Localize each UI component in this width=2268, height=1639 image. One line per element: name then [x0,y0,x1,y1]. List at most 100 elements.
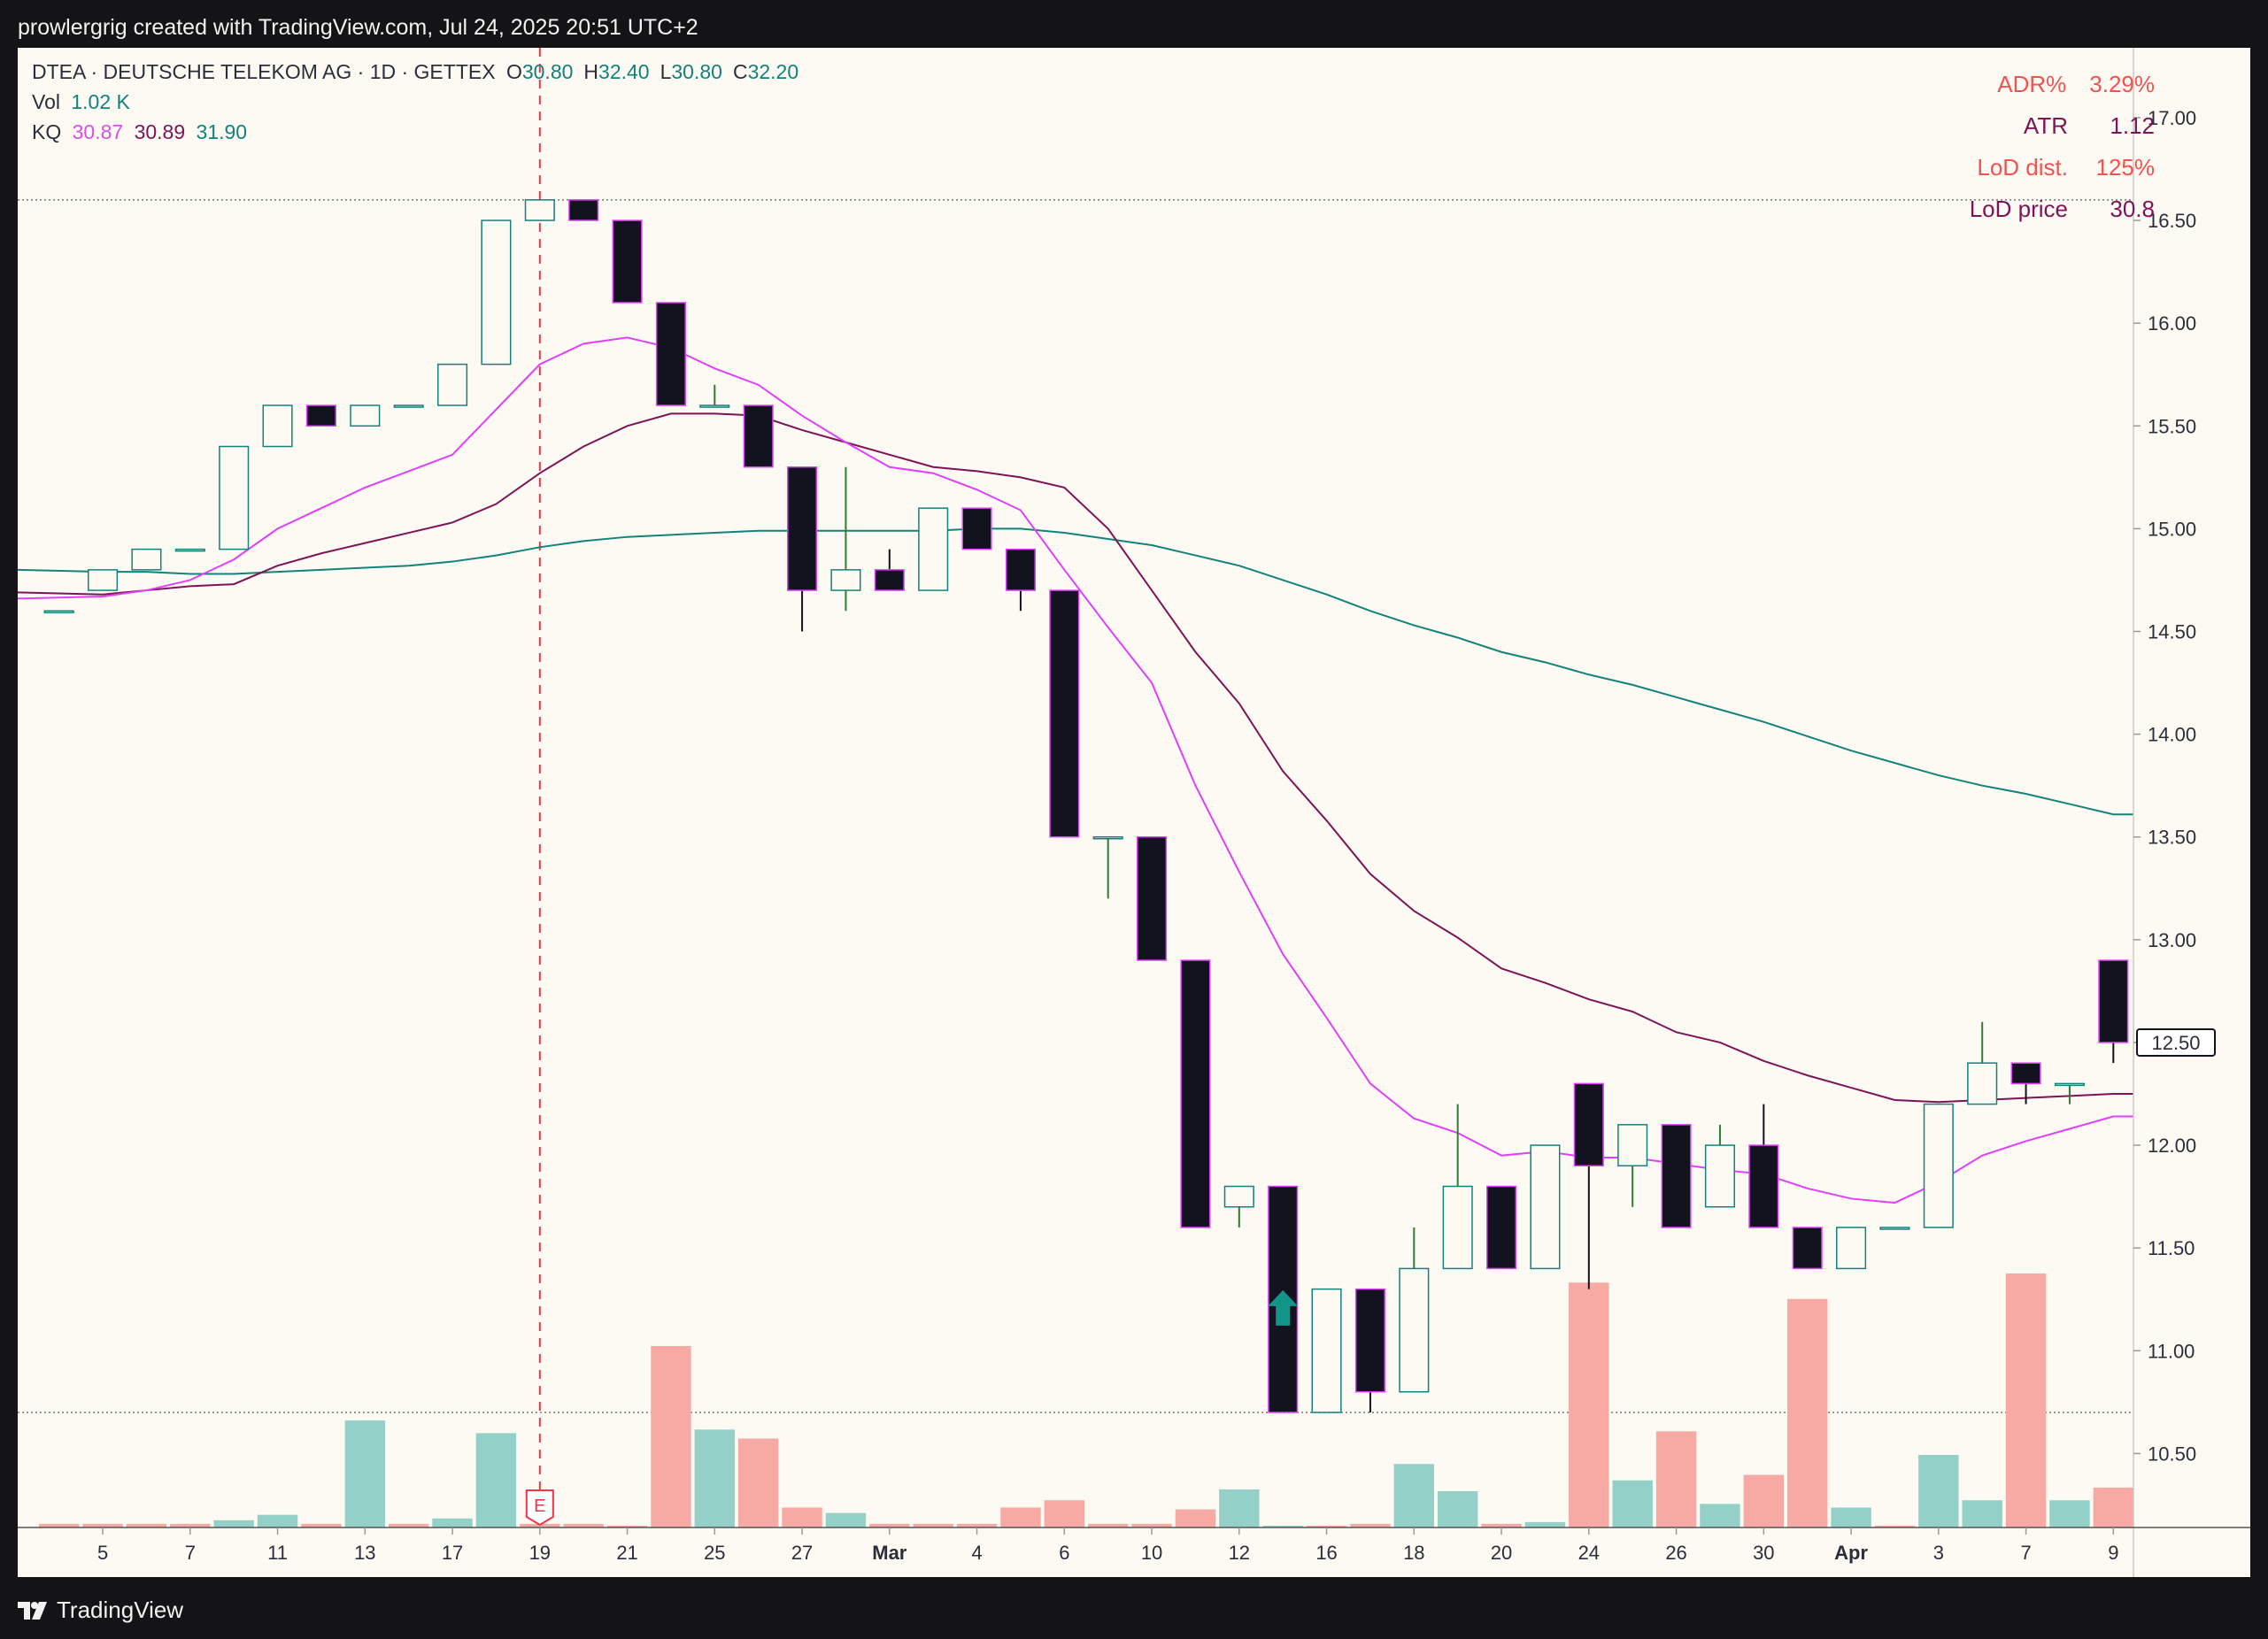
time-tick-label: 3 [1933,1542,1944,1564]
price-tick-label: 13.50 [2148,827,2196,849]
stats-label: LoD price [1969,196,2068,222]
time-tick-label: 12 [1229,1542,1250,1564]
time-tick-label: 17 [442,1542,463,1564]
kq-value-fast: 30.87 [72,120,124,143]
volume-bar [563,1523,604,1527]
earnings-badge[interactable]: E [525,1489,554,1527]
volume-value: 1.02 K [71,90,130,113]
candle-body [568,199,599,221]
price-tick-label: 13.00 [2148,929,2196,951]
tradingview-logo[interactable]: TradingView [18,1597,183,1624]
time-tick-label: 20 [1491,1542,1512,1564]
volume-bar [1612,1480,1653,1527]
time-tick-label: 7 [2020,1542,2031,1564]
stats-row: ATR 1.12 [1970,112,2155,154]
stats-value: 1.12 [2110,112,2155,139]
volume-legend[interactable]: Vol 1.02 K [32,90,135,114]
kq-legend[interactable]: KQ 30.87 30.89 31.90 [32,120,252,144]
volume-bar [1700,1504,1740,1527]
candle-body [1879,1227,1910,1230]
volume-bars [38,1273,2134,1527]
volume-bar [1175,1509,1216,1527]
price-tick-label: 15.00 [2148,518,2196,540]
ma-slow-line [18,527,2133,816]
volume-bar [825,1512,867,1527]
candle-body [1049,589,1080,838]
volume-bar [475,1433,517,1527]
watermark-header: prowlergrig created with TradingView.com… [0,0,2268,48]
last-price-label: 12.50 [2151,1032,2200,1054]
candle-body [1967,1062,1998,1105]
volume-bar [1918,1455,1959,1527]
earnings-badge-shape [525,1489,554,1527]
volume-bar [1350,1523,1391,1527]
guide-lines [18,48,2133,1527]
volume-bar [1524,1521,1566,1527]
candle-body [2098,959,2129,1043]
volume-bar [213,1520,254,1527]
ohlc-h: H32.40 [583,60,650,83]
price-tick-label: 15.50 [2148,415,2196,437]
volume-bar [651,1346,691,1527]
time-tick-label: 18 [1403,1542,1424,1564]
time-tick-label: 26 [1665,1542,1686,1564]
volume-bar [1393,1464,1435,1527]
candle-body [1617,1124,1648,1167]
time-tick-label: 10 [1141,1542,1162,1564]
time-tick-label: 6 [1059,1542,1069,1564]
time-tick-label: 19 [529,1542,551,1564]
time-tick-label: 27 [791,1542,813,1564]
chart-pane[interactable]: E 10.50 11.00 11.50 12.00 12.50 13.00 13.50 14.… [18,48,2250,1577]
candle-body [830,569,861,591]
volume-label: Vol [32,90,60,113]
footer-brand: TradingView [57,1597,184,1623]
candle-body [437,363,468,406]
candle-body [612,219,643,304]
volume-bar [1306,1525,1347,1527]
symbol-legend[interactable]: DTEA · DEUTSCHE TELEKOM AG · 1D · GETTEX… [32,60,814,84]
price-tick-label: 16.50 [2148,210,2196,232]
candle-body [524,199,555,221]
candle-body [219,445,250,550]
candle-body [1486,1185,1517,1270]
kq-label: KQ [32,120,62,143]
earnings-badge-label: E [534,1497,545,1516]
axes: 10.50 11.00 11.50 12.00 12.50 13.00 13.50 14.00… [18,48,2250,1577]
time-tick-label: 9 [2108,1542,2118,1564]
buy-arrow-icon [1268,1289,1299,1326]
candle-body [1792,1227,1823,1270]
time-tick-label: 21 [616,1542,637,1564]
volume-bar [1131,1523,1172,1527]
candle-body [1704,1144,1735,1208]
volume-bar [301,1523,342,1527]
volume-bar [126,1523,167,1527]
ohlc-c: C32.20 [732,60,799,83]
ohlc-o: O30.80 [505,60,574,83]
candle-body [1836,1227,1867,1270]
candle-body [1442,1185,1473,1270]
candle-body [1092,835,1123,840]
stats-table: ADR% 3.29% ATR 1.12 LoD dist. 125% LoD price 30… [1970,71,2155,237]
stats-value: 3.29% [2089,71,2155,97]
volume-bar [2005,1273,2047,1527]
candle-body [350,404,381,427]
candle-body [1923,1103,1954,1228]
time-tick-label: Mar [872,1542,907,1564]
candle-body [1223,1185,1254,1208]
stats-label: LoD dist. [1977,154,2068,181]
ohlc-l: L30.80 [660,60,722,83]
volume-bar [1962,1500,2002,1527]
volume-bar [956,1523,998,1527]
candle-body [2054,1082,2085,1087]
footer-bar: TradingView [0,1577,2268,1639]
candles [43,199,2129,1413]
price-tick-label: 12.00 [2148,1135,2196,1157]
time-tick-label: 7 [185,1542,196,1564]
time-tick-label: 4 [971,1542,982,1564]
price-chart[interactable]: E 10.50 11.00 11.50 12.00 12.50 13.00 13.50 14.… [18,48,2250,1577]
candle-body [393,404,424,408]
time-tick-label: 13 [354,1542,375,1564]
tradingview-logo-icon [18,1601,47,1620]
stats-row: LoD price 30.8 [1970,196,2155,237]
price-tick-label: 14.00 [2148,724,2196,746]
